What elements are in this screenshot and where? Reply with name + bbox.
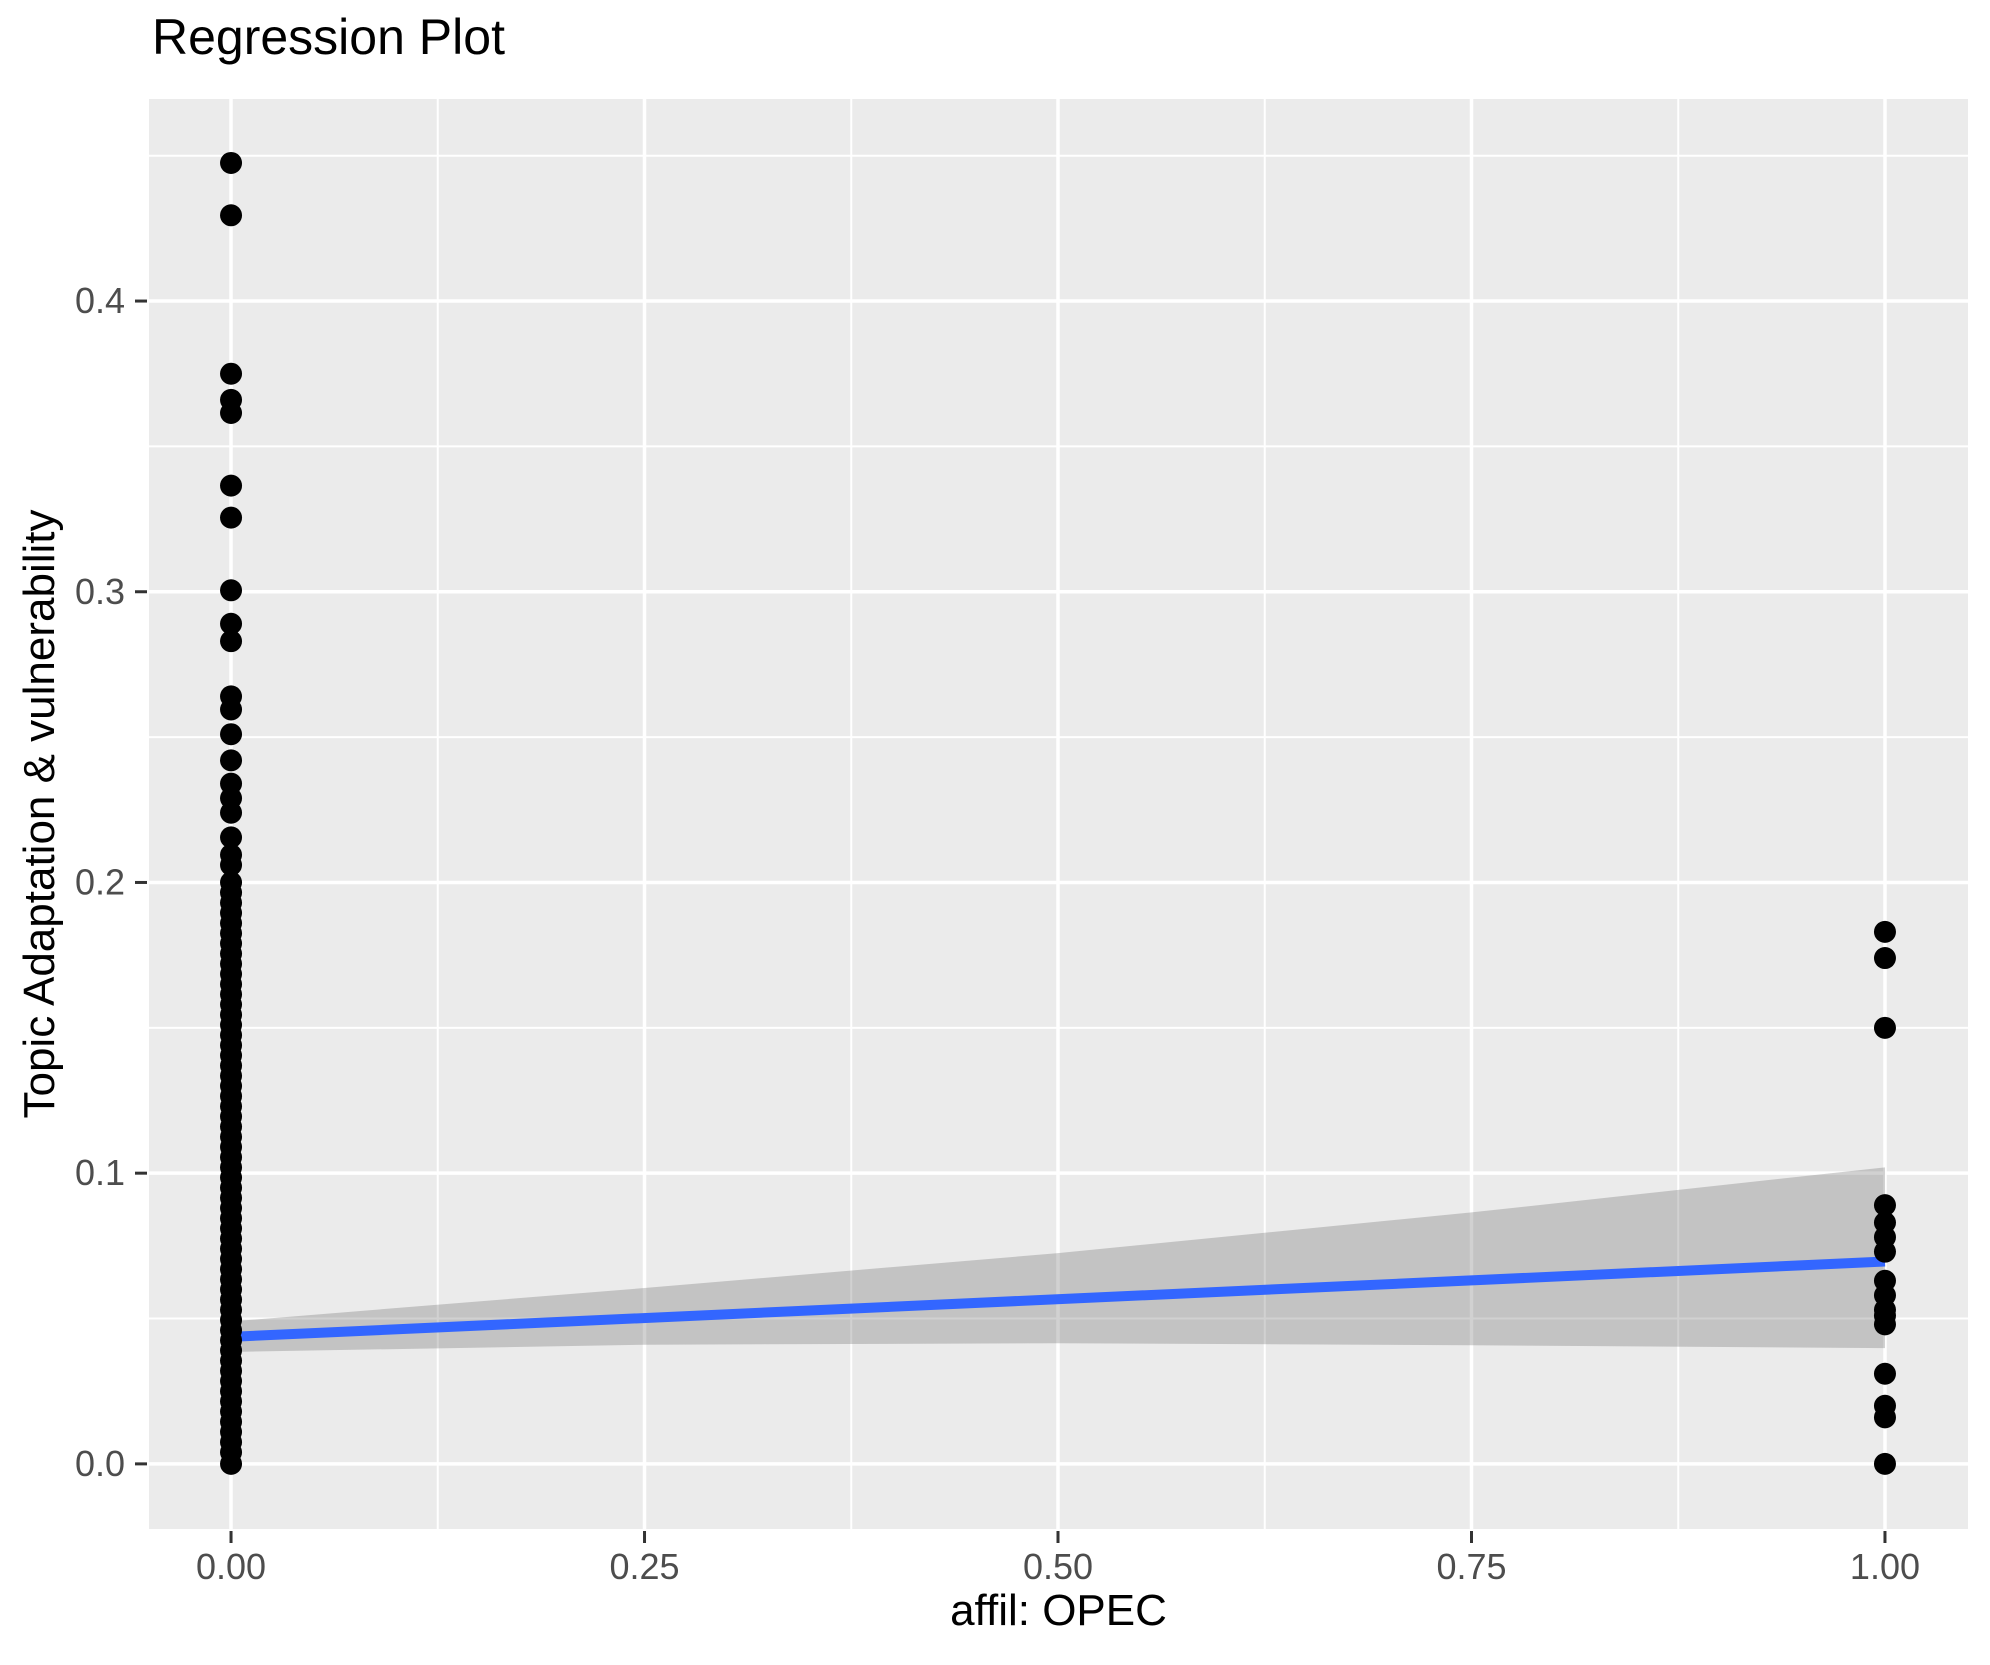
y-axis-title: Topic Adaptation & vulnerability <box>15 509 64 1119</box>
x-axis-title: affil: OPEC <box>950 1586 1167 1635</box>
data-point <box>220 801 243 824</box>
data-point <box>220 401 243 424</box>
x-tick-label: 0.75 <box>1436 1546 1506 1587</box>
data-point <box>1873 1194 1896 1217</box>
data-point <box>220 579 243 602</box>
data-point <box>1873 1362 1896 1385</box>
data-point <box>220 630 243 653</box>
y-tick-label: 0.2 <box>75 861 125 902</box>
data-point <box>220 698 243 721</box>
data-point <box>220 1452 243 1475</box>
x-tick-label: 0.25 <box>609 1546 679 1587</box>
data-point <box>220 723 243 746</box>
data-point <box>220 749 243 772</box>
y-tick-label: 0.4 <box>75 280 125 321</box>
x-tick-label: 1.00 <box>1850 1546 1920 1587</box>
data-point <box>220 506 243 529</box>
data-point <box>220 474 243 497</box>
data-point <box>220 854 243 877</box>
data-point <box>220 151 243 174</box>
x-tick-label: 0.50 <box>1023 1546 1093 1587</box>
data-point <box>220 204 243 227</box>
data-point <box>1873 947 1896 970</box>
y-tick-label: 0.1 <box>75 1152 125 1193</box>
y-tick-label: 0.0 <box>75 1443 125 1484</box>
data-point <box>1873 1313 1896 1336</box>
data-point <box>1873 1406 1896 1429</box>
data-point <box>1873 1240 1896 1263</box>
regression-line <box>230 1256 1886 1342</box>
data-point <box>220 362 243 385</box>
y-tick-label: 0.3 <box>75 571 125 612</box>
data-point <box>220 826 243 849</box>
plot-title: Regression Plot <box>152 9 505 65</box>
data-point <box>1873 920 1896 943</box>
confidence-band <box>231 1167 1885 1352</box>
data-point <box>1873 1452 1896 1475</box>
x-tick-label: 0.00 <box>196 1546 266 1587</box>
data-point <box>220 612 243 635</box>
data-point <box>1873 1016 1896 1039</box>
